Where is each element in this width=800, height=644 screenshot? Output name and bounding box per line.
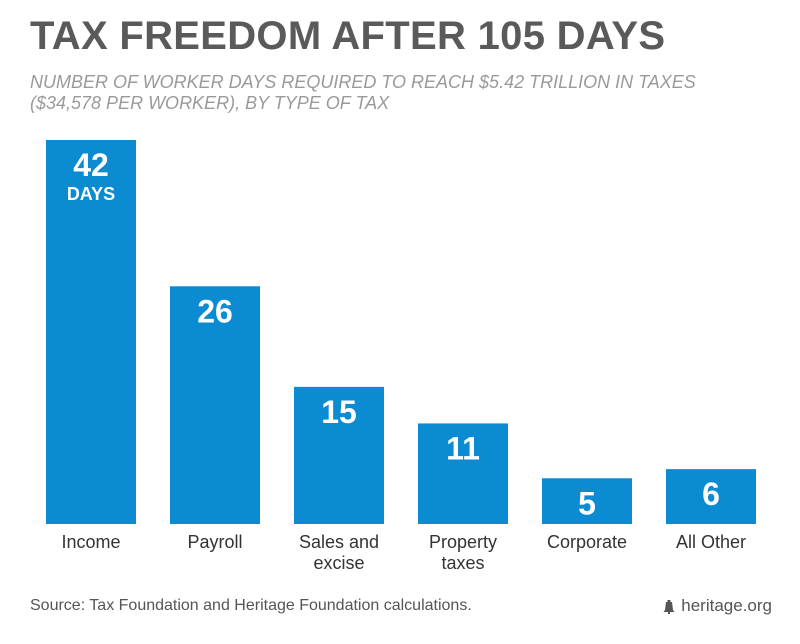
bar-value-label-1: 26 xyxy=(197,293,233,329)
category-label-3-1: taxes xyxy=(441,553,484,573)
category-label-1-0: Payroll xyxy=(187,532,242,552)
source-note: Source: Tax Foundation and Heritage Foun… xyxy=(30,597,472,614)
category-label-5-0: All Other xyxy=(676,532,746,552)
bar-2 xyxy=(294,386,384,524)
brand-link[interactable]: heritage.org xyxy=(663,596,772,616)
bar-value-label-0: 42 xyxy=(73,147,109,183)
bar-unit-label: DAYS xyxy=(67,184,115,204)
bar-0 xyxy=(46,140,136,524)
category-label-3-0: Property xyxy=(429,532,497,552)
category-label-2-0: Sales and xyxy=(299,532,379,552)
liberty-bell-icon xyxy=(663,599,675,614)
bar-1 xyxy=(170,286,260,524)
category-label-2-1: excise xyxy=(313,553,364,573)
category-label-4-0: Corporate xyxy=(547,532,627,552)
bar-value-label-2: 15 xyxy=(321,394,357,430)
bar-5 xyxy=(666,469,756,524)
chart-title: TAX FREEDOM AFTER 105 DAYS xyxy=(30,14,666,58)
brand-text: heritage.org xyxy=(681,596,772,615)
category-label-0-0: Income xyxy=(61,532,120,552)
chart-subtitle: NUMBER OF WORKER DAYS REQUIRED TO REACH … xyxy=(30,72,696,113)
bar-value-label-5: 6 xyxy=(702,476,720,512)
bar-value-label-4: 5 xyxy=(578,485,596,521)
bar-3 xyxy=(418,423,508,524)
bar-value-label-3: 11 xyxy=(446,430,480,466)
bar-4 xyxy=(542,478,632,524)
